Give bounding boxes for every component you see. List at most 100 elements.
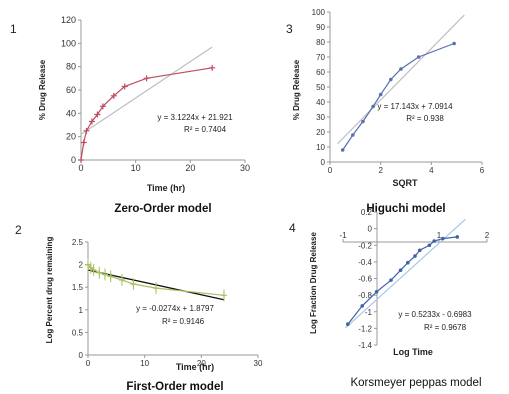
r-squared-value: R² = 0.938 — [406, 114, 444, 123]
data-point — [121, 83, 128, 90]
x-axis-label: Time (hr) — [147, 183, 185, 193]
data-point — [416, 55, 421, 59]
data-series-line — [342, 42, 455, 151]
trendline-equation: y = 17.143x + 7.0914 — [377, 102, 453, 111]
x-tick-label: 2 — [485, 231, 490, 240]
y-tick-label: 120 — [61, 15, 76, 25]
y-axis-label: % Drug Release — [38, 59, 47, 120]
x-axis-label: Log Time — [393, 347, 433, 357]
data-point — [130, 281, 137, 288]
y-tick-label: -0.8 — [358, 291, 372, 300]
y-axis-label: Log Fraction Drug Release — [309, 232, 318, 334]
y-tick-label: 2 — [79, 261, 84, 270]
data-point — [374, 290, 379, 294]
data-point — [340, 148, 345, 152]
panel-title: First-Order model — [126, 381, 223, 393]
data-point — [455, 235, 460, 239]
y-tick-label: 30 — [316, 113, 325, 122]
y-tick-label: 1 — [79, 306, 84, 315]
y-tick-label: 20 — [66, 132, 76, 142]
panel-number: 1 — [10, 22, 17, 36]
y-tick-label: -1 — [365, 308, 373, 317]
chart-panel-4: 4 0.2 0 -0.2 -0.4 -0.6 -0.8 -1 -1.2 -1.4 -1 1 2 Log T… — [289, 208, 490, 389]
y-tick-label: -0.4 — [358, 258, 372, 267]
trendline-equation: y = -0.0274x + 1.8797 — [136, 304, 214, 313]
y-tick-label: 0.5 — [72, 328, 84, 337]
data-point — [351, 133, 355, 137]
x-tick-label: -1 — [339, 231, 347, 240]
data-point — [110, 92, 117, 99]
data-point — [96, 269, 103, 276]
y-axis-label: Log Percent drug remaining — [45, 237, 54, 344]
r-squared-value: R² = 0.9146 — [162, 317, 205, 326]
y-tick-label: 10 — [316, 143, 325, 152]
y-tick-label: 40 — [66, 108, 76, 118]
data-series-line — [87, 264, 225, 296]
data-point — [389, 278, 393, 282]
x-axis-label: SQRT — [392, 178, 418, 188]
data-point — [432, 239, 437, 243]
data-point — [83, 127, 90, 134]
panel-number: 3 — [286, 22, 293, 36]
data-point — [143, 75, 150, 82]
x-tick-label: 1 — [437, 231, 442, 240]
x-tick-label: 20 — [185, 163, 195, 173]
y-tick-label: -0.6 — [358, 275, 372, 284]
x-axis-label: Time (hr) — [176, 362, 214, 372]
r-squared-value: R² = 0.7404 — [184, 125, 227, 134]
data-point — [441, 236, 445, 241]
y-tick-label: -1.4 — [358, 341, 372, 350]
data-point — [102, 271, 108, 278]
data-point — [119, 276, 125, 283]
y-tick-label: -0.2 — [358, 241, 372, 250]
y-tick-label: 0 — [321, 158, 326, 167]
y-tick-label: 2.5 — [72, 238, 84, 247]
trendline — [80, 46, 213, 135]
data-point — [153, 285, 159, 292]
data-point — [99, 103, 106, 110]
x-tick-label: 30 — [254, 359, 263, 368]
data-series-line — [80, 67, 213, 161]
y-tick-label: 90 — [316, 23, 325, 32]
data-point — [107, 273, 114, 280]
x-tick-label: 0 — [78, 163, 83, 173]
trendline — [337, 14, 465, 145]
trendline — [344, 218, 466, 329]
y-tick-label: -1.2 — [358, 324, 372, 333]
y-tick-label: 20 — [316, 128, 325, 137]
x-tick-label: 2 — [378, 166, 383, 175]
trendline-equation: y = 0.5233x - 0.6983 — [398, 310, 472, 319]
y-tick-label: 60 — [66, 85, 76, 95]
y-tick-label: 100 — [312, 8, 326, 17]
data-point — [94, 111, 101, 118]
data-point — [85, 261, 91, 268]
r-squared-value: R² = 0.9678 — [424, 323, 467, 332]
x-tick-label: 0 — [328, 166, 333, 175]
y-tick-label: 50 — [316, 83, 325, 92]
y-tick-label: 1.5 — [72, 283, 84, 292]
data-point — [360, 304, 365, 308]
y-tick-label: 70 — [316, 53, 325, 62]
panel-title: Zero-Order model — [114, 203, 211, 215]
x-tick-label: 6 — [480, 166, 485, 175]
data-point — [361, 119, 365, 124]
y-tick-label: 0.2 — [361, 208, 373, 217]
data-point — [88, 118, 95, 125]
trendline-equation: y = 3.1224x + 21.921 — [157, 113, 233, 122]
x-tick-label: 10 — [140, 359, 149, 368]
y-tick-label: 80 — [66, 62, 76, 72]
y-tick-label: 0 — [71, 155, 76, 165]
data-point — [389, 77, 393, 82]
panel-title: Higuchi model — [366, 203, 445, 215]
data-point — [371, 104, 375, 109]
data-point — [406, 260, 410, 265]
x-tick-label: 30 — [240, 163, 250, 173]
data-point — [427, 243, 432, 248]
data-point — [418, 248, 422, 253]
y-tick-label: 60 — [316, 68, 325, 77]
y-axis-label: % Drug Release — [292, 59, 301, 120]
